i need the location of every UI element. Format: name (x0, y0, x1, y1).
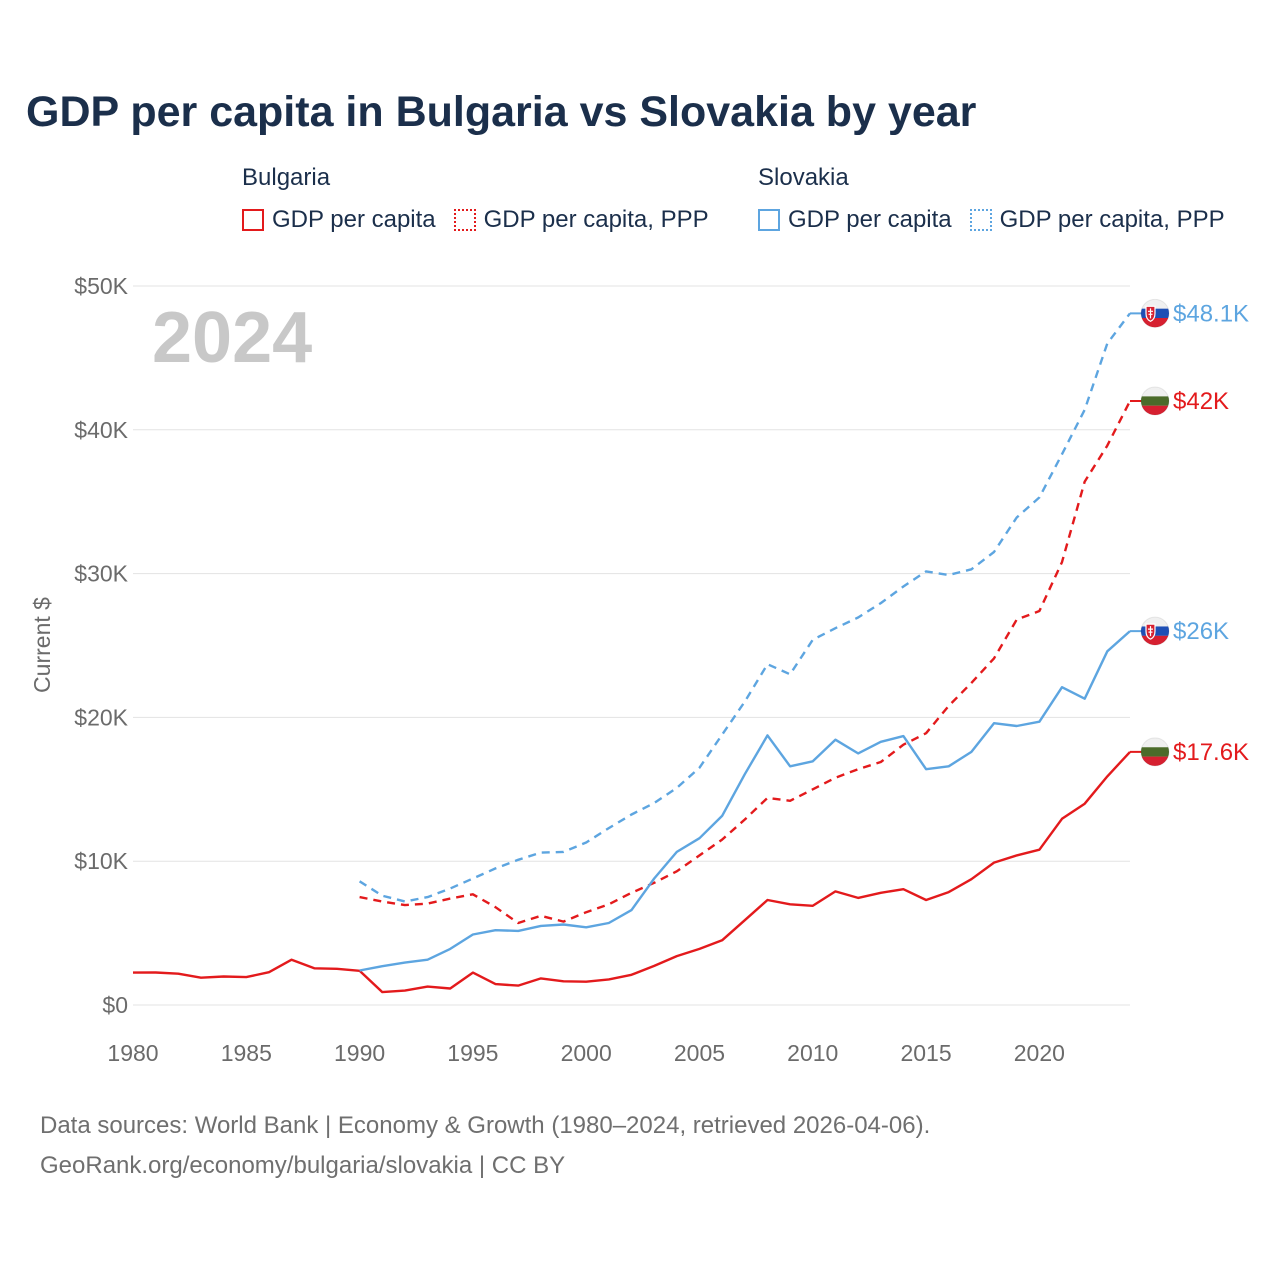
series-line-slovakia-gdp-per-capita[interactable] (359, 630, 1131, 972)
bulgaria-flag-icon (1140, 386, 1170, 416)
footer-sources: Data sources: World Bank | Economy & Gro… (40, 1112, 931, 1139)
x-tick-label: 2015 (900, 1040, 951, 1066)
y-tick-label: $40K (74, 417, 128, 443)
x-axis: 1980 1985 1990 1995 2000 2005 2010 2015 2020 (107, 1040, 1065, 1066)
grid-lines (133, 285, 1130, 1006)
legend-group-bulgaria: Bulgaria GDP per capita GDP per capita, … (242, 164, 727, 234)
legend-item-slovakia-gdp-ppp[interactable]: GDP per capita, PPP (969, 206, 1225, 234)
y-tick-label: $50K (74, 273, 128, 299)
slovakia-flag-icon (1140, 298, 1170, 328)
legend-swatch-solid-blue (758, 209, 780, 231)
x-tick-label: 2005 (674, 1040, 725, 1066)
x-tick-label: 1985 (221, 1040, 272, 1066)
x-tick-label: 1995 (447, 1040, 498, 1066)
end-value-label: $48.1K (1173, 300, 1249, 327)
legend-swatch-dotted-red (453, 209, 476, 231)
series-line-bulgaria-gdp-per-capita-ppp[interactable] (359, 400, 1132, 925)
footer-attribution: GeoRank.org/economy/bulgaria/slovakia | … (40, 1152, 566, 1179)
legend-label: GDP per capita (272, 206, 436, 233)
legend-label: GDP per capita (788, 206, 952, 233)
legend-item-bulgaria-gdp-ppp[interactable]: GDP per capita, PPP (453, 206, 709, 234)
series-line-slovakia-gdp-per-capita-ppp[interactable] (358, 312, 1131, 903)
bulgaria-flag-icon (1140, 737, 1170, 767)
slovakia-flag-icon (1140, 616, 1170, 646)
y-tick-label: $30K (74, 561, 128, 587)
y-axis-label: Current $ (29, 597, 55, 693)
legend-group-title: Slovakia (758, 164, 849, 191)
legend-item-slovakia-gdp[interactable]: GDP per capita (758, 206, 952, 234)
legend-label: GDP per capita, PPP (483, 206, 709, 233)
end-value-label: $17.6K (1173, 739, 1249, 766)
x-tick-label: 1980 (107, 1040, 158, 1066)
x-tick-label: 2010 (787, 1040, 838, 1066)
end-value-label: $26K (1173, 618, 1229, 645)
x-tick-label: 1990 (334, 1040, 385, 1066)
y-tick-label: $10K (74, 848, 128, 874)
legend-swatch-dotted-blue (969, 209, 992, 231)
year-label: 2024 (152, 298, 312, 378)
x-tick-label: 2020 (1014, 1040, 1065, 1066)
legend-swatch-solid-red (242, 209, 264, 231)
series-lines (132, 312, 1132, 994)
line-chart: $0 $10K $20K $30K $40K $50K 1980 1985 1990 1995 2… (29, 273, 1249, 1066)
legend-group-title: Bulgaria (242, 164, 331, 191)
y-tick-label: $0 (102, 992, 128, 1018)
footer: Data sources: World Bank | Economy & Gro… (40, 1106, 930, 1186)
legend-item-bulgaria-gdp[interactable]: GDP per capita (242, 206, 436, 234)
y-axis: $0 $10K $20K $30K $40K $50K (74, 273, 128, 1018)
legend-label: GDP per capita, PPP (999, 206, 1225, 233)
x-tick-label: 2000 (561, 1040, 612, 1066)
legend-group-slovakia: Slovakia GDP per capita GDP per capita, … (758, 164, 1243, 234)
end-value-label: $42K (1173, 388, 1229, 415)
end-markers: $17.6K $42K $26K $48.1K (1130, 298, 1249, 767)
chart-title: GDP per capita in Bulgaria vs Slovakia b… (26, 88, 977, 136)
series-line-bulgaria-gdp-per-capita[interactable] (132, 751, 1131, 994)
y-tick-label: $20K (74, 704, 128, 730)
